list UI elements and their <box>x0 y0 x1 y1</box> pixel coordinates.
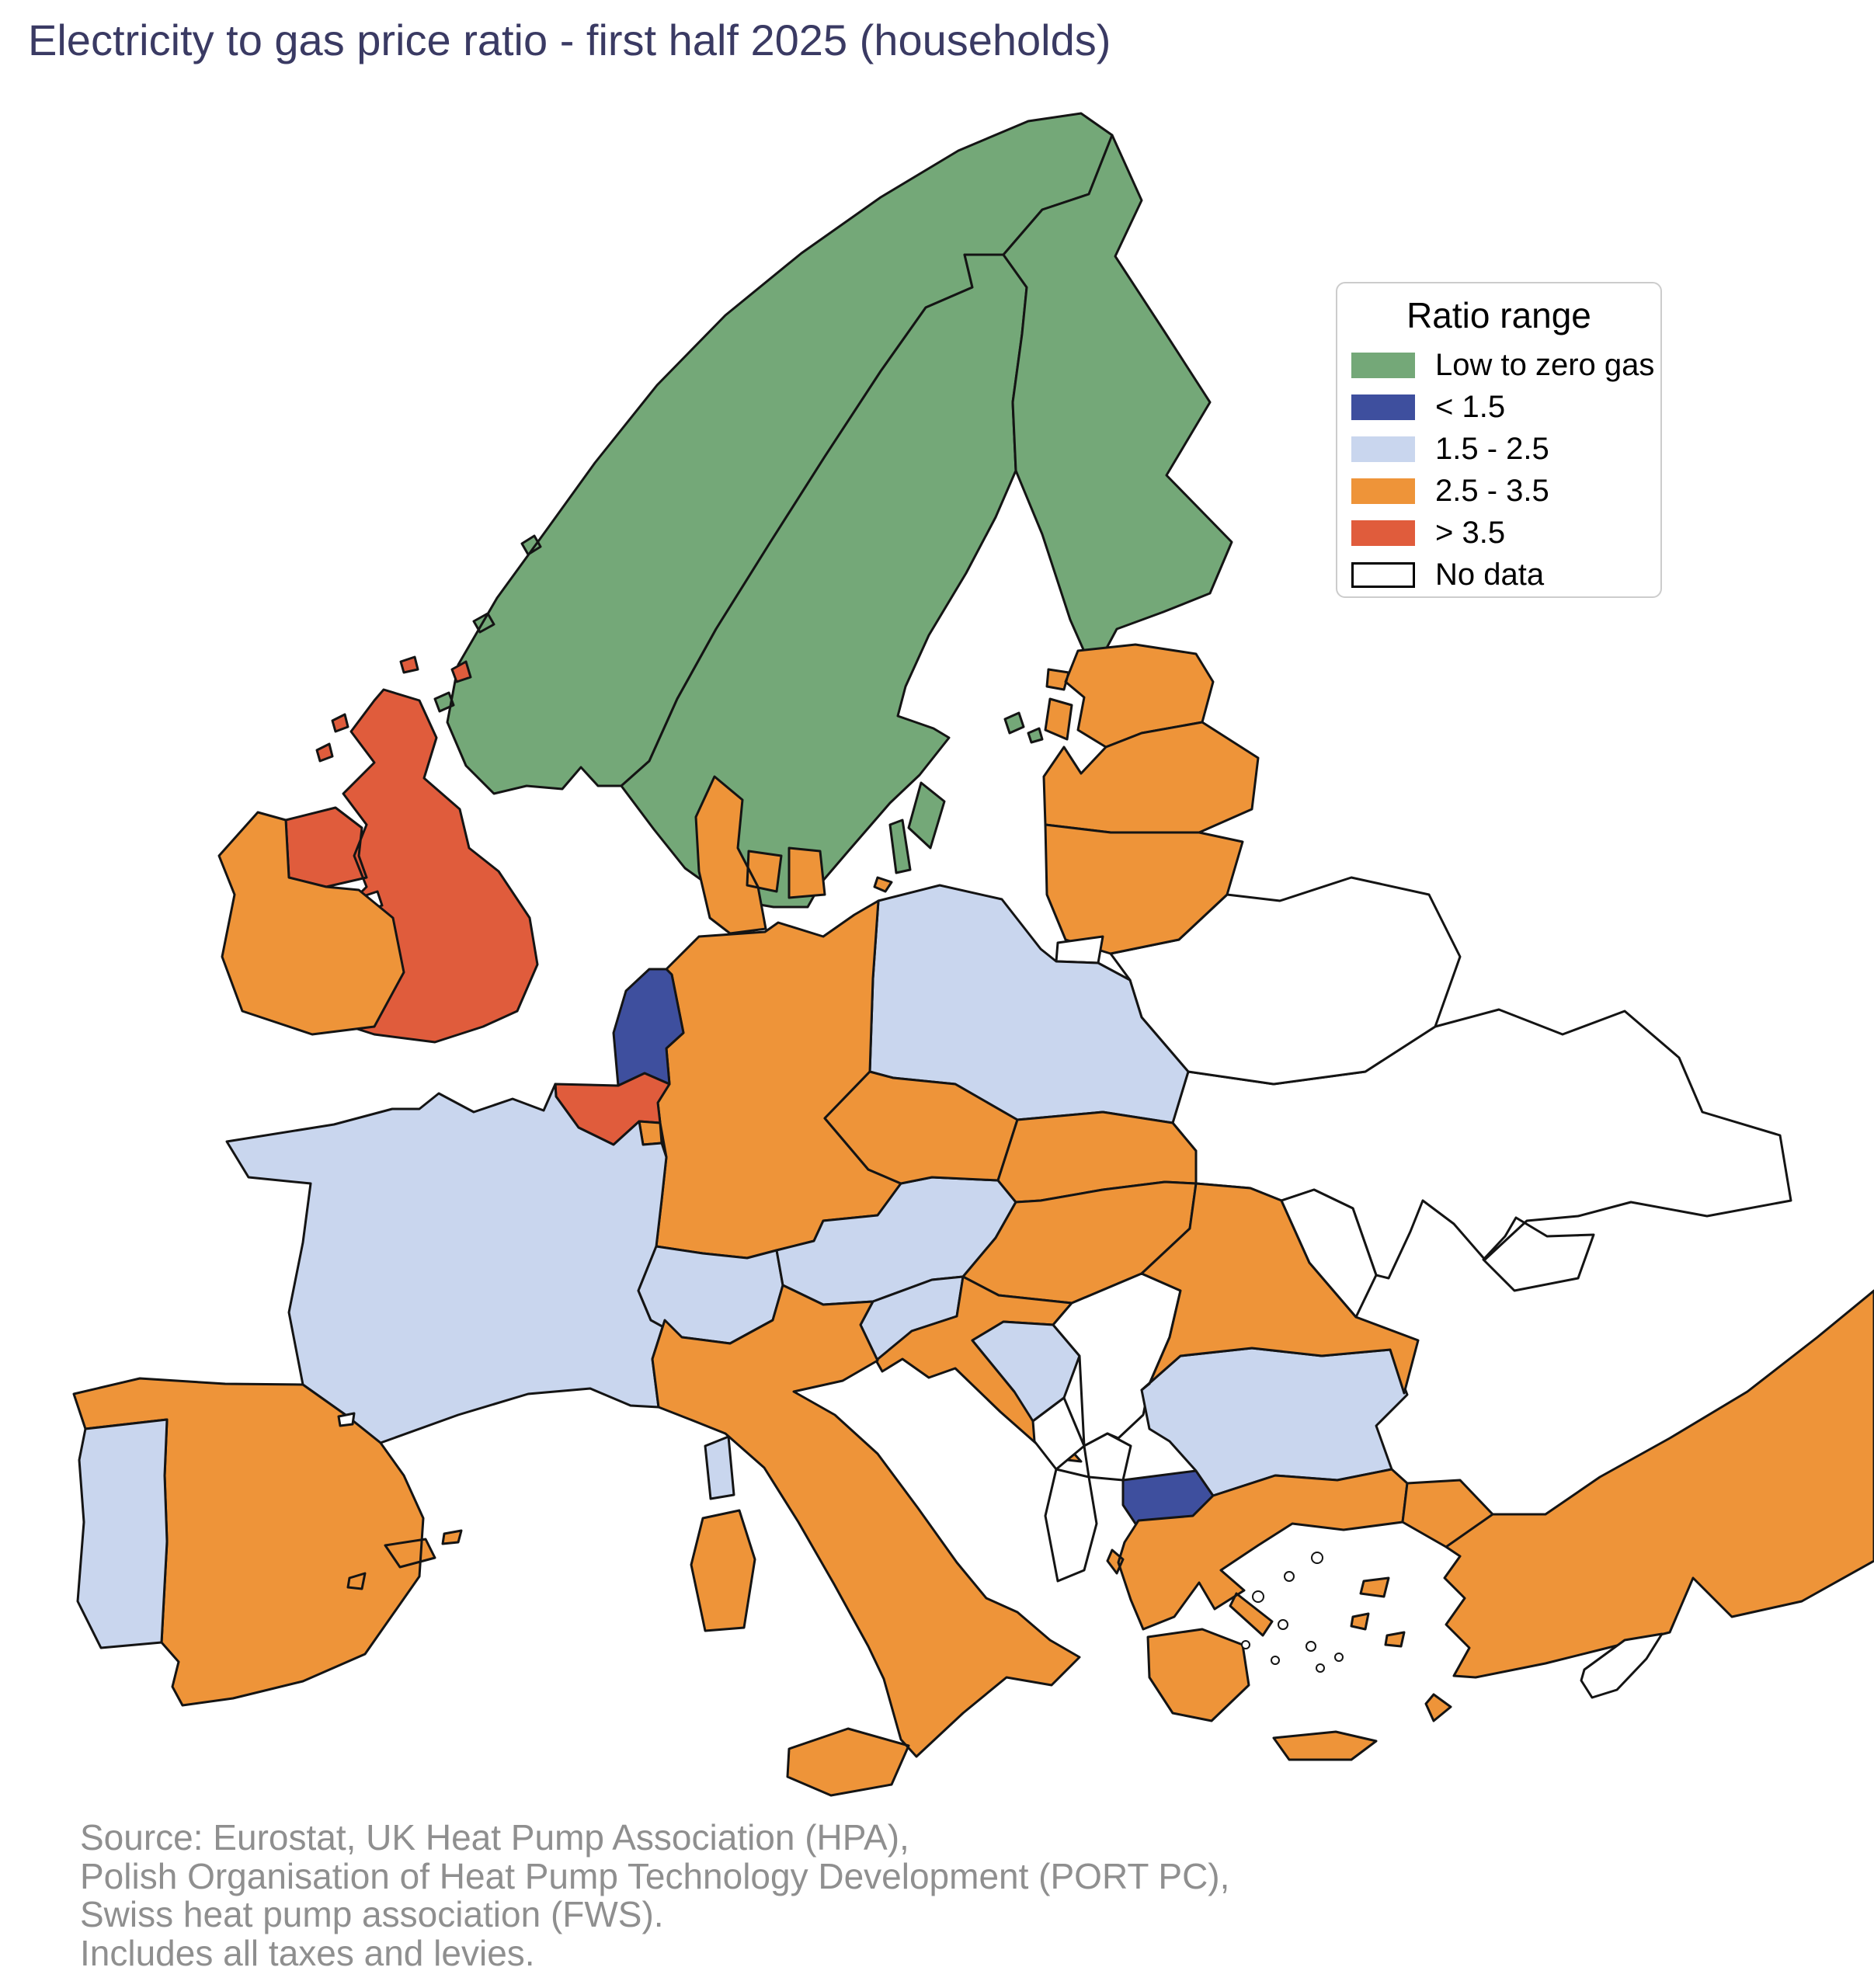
aegean-islet <box>1271 1656 1280 1665</box>
country-finland <box>1002 134 1233 744</box>
legend-label: Low to zero gas <box>1435 347 1655 382</box>
country-italy <box>651 1284 1081 1797</box>
country-montenegro <box>1031 1396 1086 1471</box>
country-turkey <box>1401 1289 1874 1679</box>
country-greece <box>1106 1468 1452 1761</box>
aegean-islet <box>1278 1619 1288 1630</box>
source-line: Swiss heat pump association (FWS). <box>80 1894 664 1935</box>
legend-swatch-icon <box>1351 520 1415 546</box>
country-denmark <box>694 775 893 935</box>
legend-item-r1_5_2_5: 1.5 - 2.5 <box>1337 428 1660 470</box>
aegean-islet <box>1306 1641 1316 1652</box>
aegean-islet <box>1252 1590 1264 1603</box>
source-note: Source: Eurostat, UK Heat Pump Associati… <box>80 1817 1230 1974</box>
country-spain <box>72 1377 463 1707</box>
aegean-islet <box>1284 1571 1295 1582</box>
aegean-islet <box>1311 1552 1323 1564</box>
country-albania <box>1044 1468 1098 1583</box>
legend-swatch-icon <box>1351 394 1415 420</box>
country-lithuania <box>1044 823 1244 955</box>
country-france <box>225 1083 735 1500</box>
legend-swatch-icon <box>1351 561 1415 588</box>
page-title: Electricity to gas price ratio - first h… <box>28 16 1111 64</box>
legend-swatch-icon <box>1351 352 1415 378</box>
aegean-islet <box>1334 1653 1344 1662</box>
source-line: Polish Organisation of Heat Pump Technol… <box>80 1855 1230 1896</box>
legend-item-r2_5_3_5: 2.5 - 3.5 <box>1337 470 1660 512</box>
country-kosovo <box>1083 1432 1132 1482</box>
legend-item-lt_1_5: < 1.5 <box>1337 386 1660 428</box>
source-line: Includes all taxes and levies. <box>80 1933 535 1974</box>
legend-item-low_zero_gas: Low to zero gas <box>1337 344 1660 386</box>
legend-swatch-icon <box>1351 436 1415 462</box>
country-portugal <box>76 1418 169 1649</box>
aegean-islet <box>1241 1640 1250 1649</box>
country-sweden <box>620 253 1028 909</box>
legend-label: 1.5 - 2.5 <box>1435 431 1549 466</box>
legend: Ratio range Low to zero gas < 1.5 1.5 - 2.… <box>1336 282 1662 598</box>
legend-rows: Low to zero gas < 1.5 1.5 - 2.5 2.5 - 3.5 > … <box>1337 344 1660 596</box>
country-latvia <box>1042 721 1260 834</box>
legend-item-gt_3_5: > 3.5 <box>1337 512 1660 554</box>
aegean-islet <box>1316 1663 1325 1673</box>
country-kaliningrad <box>1055 935 1104 964</box>
source-line: Source: Eurostat, UK Heat Pump Associati… <box>80 1817 909 1858</box>
legend-item-no_data: No data <box>1337 554 1660 596</box>
legend-label: > 3.5 <box>1435 515 1506 550</box>
legend-label: < 1.5 <box>1435 389 1506 424</box>
legend-title: Ratio range <box>1406 295 1591 335</box>
country-ireland <box>217 811 405 1036</box>
country-bosnia-herzegovina <box>971 1320 1081 1423</box>
legend-label: 2.5 - 3.5 <box>1435 473 1549 508</box>
country-moldova <box>1280 1188 1378 1319</box>
legend-label: No data <box>1435 557 1545 592</box>
legend-swatch-icon <box>1351 478 1415 504</box>
country-cyprus <box>1580 1632 1664 1699</box>
country-andorra <box>337 1412 356 1427</box>
country-estonia <box>1044 643 1215 749</box>
